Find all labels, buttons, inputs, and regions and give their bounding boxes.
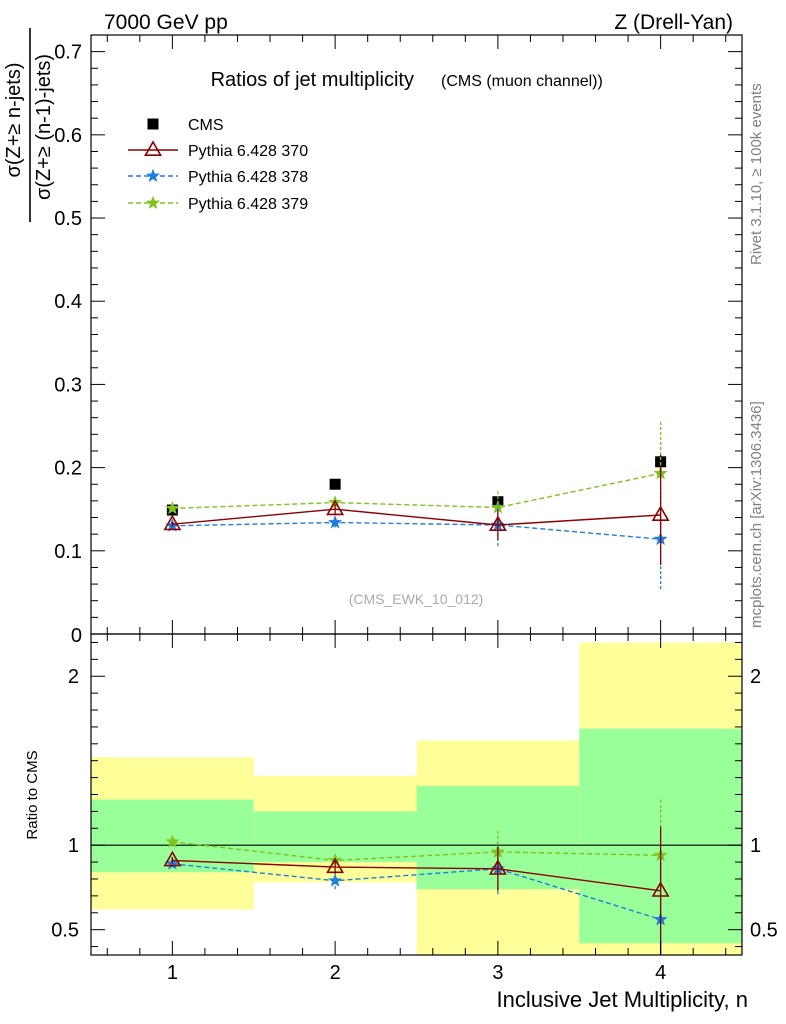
data-point [328,873,343,887]
y-tick-label: 2 [68,666,79,688]
y-tick-label: 0.3 [54,374,82,396]
y-tick-label-right: 1 [750,835,761,857]
series-line [172,859,661,892]
header-left: 7000 GeV pp [104,11,228,34]
legend: CMS Pythia 6.428 370 Pythia 6.428 378 Pythi… [128,117,308,213]
data-point [488,859,507,875]
series-line [172,863,661,921]
series-line [172,521,661,540]
legend-entry: Pythia 6.428 379 [128,195,308,213]
y-label-numerator: σ(Z+≥ n-jets) [3,63,25,178]
y-label-denominator: σ(Z+≥ (n-1)-jets) [33,54,55,200]
data-point [165,501,180,515]
main-subtitle: (CMS (muon channel)) [441,73,603,90]
x-tick-label: 1 [167,962,178,984]
y-tick-label: 1 [68,835,79,857]
legend-marker [145,168,161,183]
x-axis-label: Inclusive Jet Multiplicity, n [497,987,748,1012]
legend-marker [144,140,162,156]
legend-label: CMS [188,117,224,134]
x-tick-label: 2 [330,962,341,984]
data-point [163,514,182,531]
ratio-series-370 [163,826,670,955]
header-right: Z (Drell-Yan) [614,11,733,34]
y-tick-label: 0.4 [54,291,82,313]
rivet-label: Rivet 3.1.10, ≥ 100k events [748,83,765,265]
series-line [172,508,661,526]
legend-entry: Pythia 6.428 378 [128,168,308,186]
data-point [326,857,345,874]
x-tick-label: 4 [655,962,666,984]
legend-marker [147,118,159,130]
y-tick-label-right: 0.5 [750,920,778,942]
series-378 [165,489,668,590]
y-tick-label: 0.2 [54,458,82,480]
data-point [328,515,343,529]
y-tick-label-right: 2 [750,666,761,688]
legend-entry: CMS [147,117,224,134]
y-tick-label: 0.1 [54,541,82,563]
legend-label: Pythia 6.428 379 [188,196,308,213]
data-point [651,505,670,522]
series-line [172,841,661,862]
y-tick-label: 0.6 [54,125,82,147]
series-379 [165,421,668,526]
legend-entry: Pythia 6.428 370 [128,140,308,160]
main-title: Ratios of jet multiplicity [211,69,414,91]
legend-label: Pythia 6.428 370 [188,143,308,160]
series-370 [163,465,670,565]
legend-marker [145,195,161,210]
y-tick-label: 0.7 [54,42,82,64]
series-line [172,472,661,510]
legend-label: Pythia 6.428 378 [188,169,308,186]
watermark: (CMS_EWK_10_012) [349,591,484,607]
ratio-y-axis-label: Ratio to CMS [24,750,41,839]
x-tick-label: 3 [492,962,503,984]
data-point [326,499,345,516]
y-tick-label-zero: 0 [71,625,82,647]
y-tick-label: 0.5 [51,920,79,942]
series-cms [166,455,667,516]
data-point [165,834,180,848]
main-plot: Ratios of jet multiplicity (CMS (muon ch… [3,28,743,647]
data-point [651,881,670,897]
y-tick-label: 0.5 [54,208,82,230]
mcplots-label: mcplots.cern.ch [arXiv:1306.3436] [748,401,765,628]
data-point [655,456,667,468]
ratio-plot: Ratio to CMS Inclusive Jet Multiplicity,… [24,633,778,1012]
data-point [329,478,341,490]
main-y-axis-label: σ(Z+≥ n-jets) σ(Z+≥ (n-1)-jets) [3,28,55,222]
data-point [163,850,182,867]
data-point [488,515,507,532]
